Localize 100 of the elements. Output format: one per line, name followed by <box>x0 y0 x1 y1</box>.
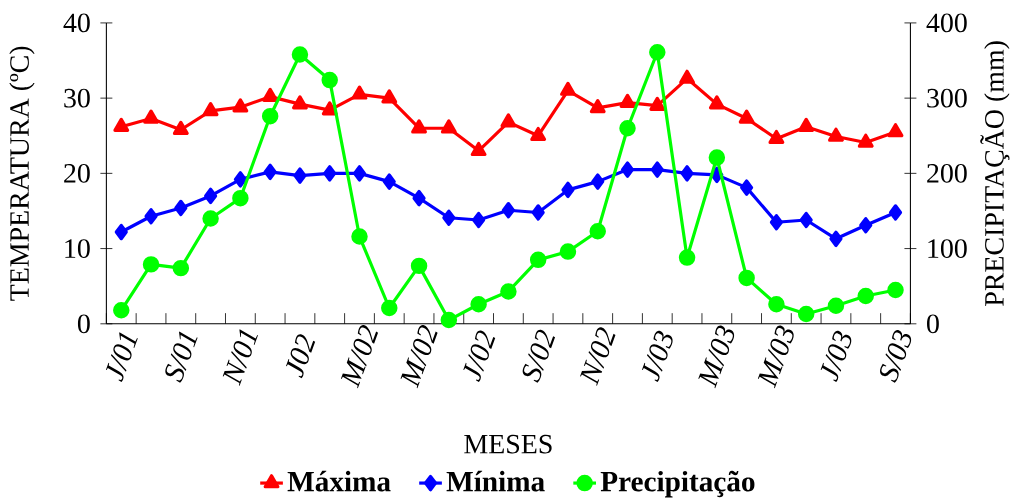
x-axis-title: MESES <box>464 434 552 454</box>
point <box>887 123 904 138</box>
y2-tick-label: 0 <box>927 314 939 334</box>
point <box>857 287 874 305</box>
point <box>768 296 785 313</box>
point <box>740 179 754 197</box>
point <box>531 204 545 221</box>
point <box>352 165 367 182</box>
point <box>232 190 249 207</box>
y2-tick-label: 300 <box>927 88 967 108</box>
point <box>857 133 874 148</box>
point <box>291 46 309 63</box>
point <box>382 173 396 191</box>
point <box>202 210 219 227</box>
point <box>470 296 487 313</box>
point <box>262 87 279 103</box>
point <box>530 127 547 142</box>
point <box>649 96 666 112</box>
x-tick-label: J/01 <box>105 332 138 383</box>
point <box>321 72 338 89</box>
point <box>560 81 576 97</box>
y-axis-title: TEMPERATURA (ºC) <box>9 46 35 301</box>
point <box>559 243 577 260</box>
point <box>202 102 219 117</box>
point <box>828 127 844 142</box>
point <box>619 93 636 109</box>
point <box>292 95 308 110</box>
point <box>143 109 159 124</box>
point <box>232 98 249 113</box>
legend-label: Máxima <box>287 470 391 492</box>
y-tick-label: 30 <box>64 88 90 108</box>
point <box>472 211 486 229</box>
point <box>738 109 755 124</box>
point <box>442 209 456 227</box>
x-tick-label: S/01 <box>165 331 198 383</box>
point <box>114 223 128 241</box>
point <box>263 163 277 181</box>
point <box>142 256 160 273</box>
x-tick-label: J02 <box>286 334 316 379</box>
x-tick-label: N/02 <box>580 327 616 387</box>
x-tick-label: M/03 <box>757 325 794 389</box>
point <box>768 130 785 145</box>
point <box>113 117 130 133</box>
point <box>293 167 307 185</box>
point <box>470 142 487 157</box>
x-tick-label: J/03 <box>641 330 673 383</box>
point <box>829 230 843 248</box>
point <box>680 165 694 182</box>
x-tick-label: S/02 <box>522 329 556 383</box>
point <box>351 85 368 100</box>
point <box>411 119 427 134</box>
x-tick-label: J/03 <box>820 330 852 383</box>
point <box>827 297 845 315</box>
point <box>261 108 279 125</box>
point <box>233 171 247 188</box>
point <box>500 283 517 300</box>
point <box>798 117 815 133</box>
point <box>797 305 815 323</box>
point <box>738 269 755 287</box>
point <box>529 251 547 269</box>
point <box>351 228 368 245</box>
y-tick-label: 0 <box>77 314 90 334</box>
x-tick-label: J/02 <box>463 330 496 383</box>
point <box>113 302 130 319</box>
point <box>410 257 428 275</box>
point <box>412 190 426 207</box>
point <box>589 223 606 240</box>
point <box>887 281 904 299</box>
point <box>799 211 813 229</box>
y2-tick-label: 100 <box>928 239 967 259</box>
point <box>501 202 515 219</box>
point <box>381 299 398 317</box>
x-tick-label: S/03 <box>880 330 912 383</box>
point <box>561 181 575 199</box>
point <box>381 89 398 104</box>
point <box>708 95 725 110</box>
point <box>888 204 903 221</box>
y-tick-label: 20 <box>64 164 90 183</box>
point <box>589 99 606 114</box>
y2-axis-title: PRECIPITAÇÃO (mm) <box>980 41 1010 307</box>
point <box>204 187 218 205</box>
point <box>500 113 517 128</box>
point <box>678 249 696 267</box>
point <box>172 260 190 277</box>
point <box>440 119 457 134</box>
legend-label: Mínima <box>446 470 545 492</box>
point <box>620 161 635 179</box>
point <box>619 120 636 137</box>
x-tick-label: M/02 <box>400 325 438 389</box>
point <box>679 69 695 84</box>
point <box>650 161 664 179</box>
x-tick-label: M/02 <box>340 325 379 389</box>
point <box>769 214 783 231</box>
point <box>172 120 189 136</box>
y-tick-label: 40 <box>63 13 90 33</box>
y2-tick-label: 400 <box>926 13 967 33</box>
point <box>708 149 726 166</box>
point <box>144 208 158 225</box>
y2-tick-label: 200 <box>927 164 967 183</box>
legend-label: Precipitação <box>600 470 755 498</box>
